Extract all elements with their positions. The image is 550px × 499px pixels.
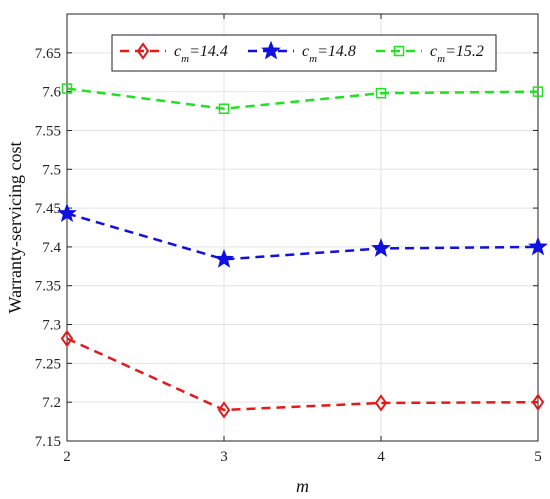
x-tick-label: 4 xyxy=(377,449,385,465)
data-point-star xyxy=(371,238,391,257)
y-axis-label: Warranty-servicing cost xyxy=(5,142,25,314)
legend-value: =14.4 xyxy=(189,43,228,60)
y-tick-label: 7.45 xyxy=(35,201,61,217)
legend-label: cm=14.8 xyxy=(302,43,356,65)
grid xyxy=(66,14,539,442)
axis-ticks: 7.15 7.2 7.25 7.3 7.35 7.4 7.45 7.5 7.55 7.6 7.65 2… xyxy=(35,14,542,465)
y-tick-label: 7.4 xyxy=(42,240,61,256)
legend-subscript: m xyxy=(437,53,445,65)
legend-subscript: m xyxy=(309,53,317,65)
legend-marker-diamond xyxy=(136,42,150,60)
y-tick-label: 7.3 xyxy=(42,318,61,334)
plot-frame xyxy=(66,13,539,442)
legend-symbol: c xyxy=(174,43,181,60)
legend-item: cm=14.4 xyxy=(120,42,228,65)
legend-box xyxy=(111,34,497,72)
legend-value: =15.2 xyxy=(445,43,484,60)
y-tick-label: 7.6 xyxy=(42,85,61,101)
legend-symbol: c xyxy=(302,43,309,60)
y-tick-label: 7.65 xyxy=(35,46,61,62)
series xyxy=(57,83,548,419)
y-tick-label: 7.25 xyxy=(35,356,61,372)
legend-value: =14.8 xyxy=(317,43,356,60)
series-0 xyxy=(60,329,545,419)
y-tick-label: 7.35 xyxy=(35,279,61,295)
legend-item: cm=14.8 xyxy=(248,40,356,65)
legend-marker-square xyxy=(393,45,405,57)
x-tick-label: 2 xyxy=(63,449,71,465)
series-line xyxy=(66,337,539,412)
data-point-star xyxy=(57,203,77,222)
series-line xyxy=(66,87,539,110)
legend-marker-star xyxy=(261,40,281,60)
legend-label: cm=14.4 xyxy=(174,43,228,65)
data-point-diamond xyxy=(60,329,74,348)
data-point-square xyxy=(218,103,230,114)
y-tick-label: 7.15 xyxy=(35,434,61,450)
data-point-diamond xyxy=(531,393,545,411)
x-tick-label: 3 xyxy=(220,449,228,465)
data-point-diamond xyxy=(374,394,388,412)
series-2 xyxy=(61,83,544,114)
data-point-star xyxy=(528,236,548,256)
data-point-star xyxy=(214,248,234,268)
data-point-square xyxy=(532,86,544,97)
data-point-diamond xyxy=(217,401,231,419)
x-tick-label: 5 xyxy=(534,449,542,465)
x-axis-label: m xyxy=(296,476,309,496)
y-tick-label: 7.55 xyxy=(35,123,61,139)
legend: cm=14.4 cm=14.8 cm=15.2 xyxy=(111,34,497,72)
y-tick-label: 7.5 xyxy=(42,162,61,178)
legend-label: cm=15.2 xyxy=(430,43,484,65)
legend-subscript: m xyxy=(181,53,189,65)
data-point-square xyxy=(375,87,387,99)
series-1 xyxy=(57,203,548,268)
y-tick-label: 7.2 xyxy=(42,395,61,411)
data-point-square xyxy=(61,83,73,94)
legend-symbol: c xyxy=(430,43,437,60)
series-line xyxy=(66,212,539,261)
legend-item: cm=15.2 xyxy=(376,43,484,65)
